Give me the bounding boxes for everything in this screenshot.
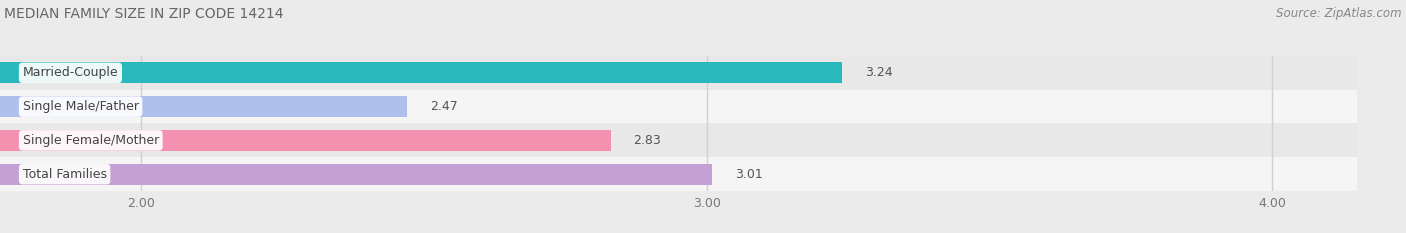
- Text: 2.47: 2.47: [430, 100, 457, 113]
- Bar: [0, 157, 1357, 191]
- Text: Source: ZipAtlas.com: Source: ZipAtlas.com: [1277, 7, 1402, 20]
- Bar: [0, 164, 713, 185]
- Bar: [0, 96, 408, 117]
- Bar: [0, 56, 1357, 90]
- Text: 2.83: 2.83: [633, 134, 661, 147]
- Bar: [0, 62, 842, 83]
- Text: Married-Couple: Married-Couple: [22, 66, 118, 79]
- Bar: [0, 90, 1357, 123]
- Text: Single Male/Father: Single Male/Father: [22, 100, 139, 113]
- Text: 3.24: 3.24: [865, 66, 893, 79]
- Bar: [0, 130, 610, 151]
- Bar: [0, 123, 1357, 157]
- Text: MEDIAN FAMILY SIZE IN ZIP CODE 14214: MEDIAN FAMILY SIZE IN ZIP CODE 14214: [4, 7, 284, 21]
- Text: Total Families: Total Families: [22, 168, 107, 181]
- Text: 3.01: 3.01: [735, 168, 762, 181]
- Text: Single Female/Mother: Single Female/Mother: [22, 134, 159, 147]
